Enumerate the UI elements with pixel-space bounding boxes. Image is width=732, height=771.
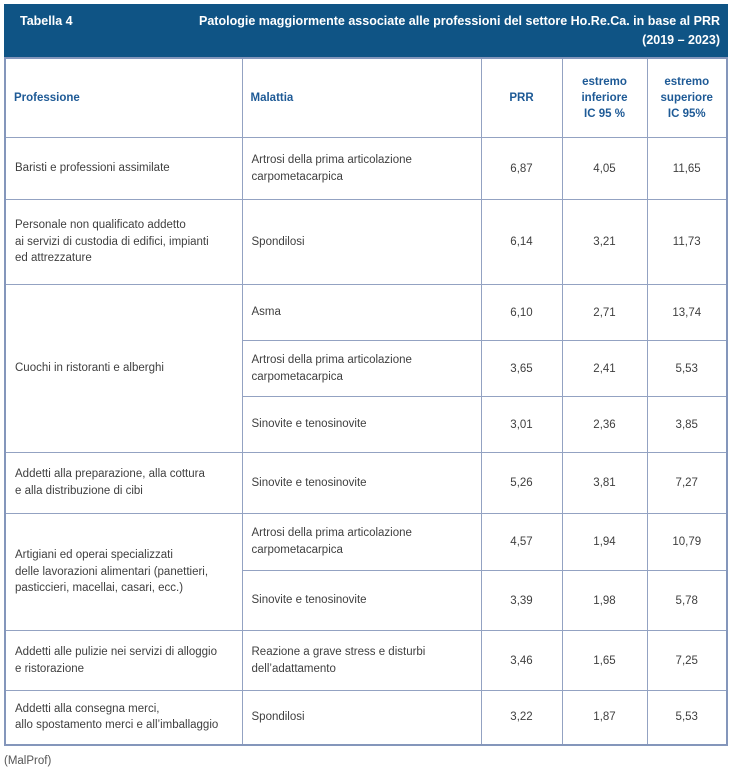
- table-row: Addetti alle pulizie nei servizi di allo…: [4, 630, 728, 691]
- ci-upper-cell: 11,65: [646, 137, 728, 200]
- disease-cell: Asma: [241, 284, 482, 341]
- prr-cell: 3,22: [480, 690, 563, 745]
- ci-lower-cell: 2,36: [561, 396, 648, 453]
- ci-upper-cell: 5,53: [646, 690, 728, 745]
- table-title: Patologie maggiormente associate alle pr…: [199, 14, 720, 47]
- prr-cell: 5,26: [480, 452, 563, 514]
- profession-cell: Artigiani ed operai specializzati delle …: [4, 513, 243, 631]
- table-row: Artrosi della prima articolazione carpom…: [5, 340, 728, 397]
- ci-lower-cell: 1,65: [561, 630, 648, 691]
- profession-cell: Baristi e professioni assimilate: [4, 137, 243, 200]
- prr-cell: 4,57: [480, 513, 563, 571]
- ci-lower-cell: 1,98: [561, 570, 648, 631]
- profession-cell: Cuochi in ristoranti e alberghi: [4, 284, 243, 453]
- table-row: Sinovite e tenosinovite 3,01 2,36 3,85: [5, 396, 728, 453]
- disease-cell: Spondilosi: [241, 199, 482, 285]
- disease-cell: Sinovite e tenosinovite: [241, 570, 482, 631]
- ci-upper-cell: 11,73: [646, 199, 728, 285]
- prr-cell: 3,65: [480, 340, 563, 397]
- ci-upper-cell: 3,85: [646, 396, 728, 453]
- table-title-bar: Tabella 4 Patologie maggiormente associa…: [4, 4, 728, 57]
- profession-cell: Personale non qualificato addetto ai ser…: [4, 199, 243, 285]
- table-row: Addetti alla preparazione, alla cottura …: [4, 452, 728, 514]
- ci-lower-cell: 2,71: [561, 284, 648, 341]
- disease-cell: Spondilosi: [241, 690, 482, 745]
- data-table: Professione Malattia PRR estremo inferio…: [4, 56, 728, 746]
- ci-lower-cell: 1,87: [561, 690, 648, 745]
- column-header-malattia: Malattia: [241, 57, 482, 138]
- disease-cell: Artrosi della prima articolazione carpom…: [241, 513, 482, 571]
- ci-upper-cell: 7,25: [646, 630, 728, 691]
- table-row: Personale non qualificato addetto ai ser…: [4, 199, 728, 285]
- prr-cell: 6,87: [480, 137, 563, 200]
- disease-cell: Sinovite e tenosinovite: [241, 452, 482, 514]
- ci-upper-cell: 13,74: [646, 284, 728, 341]
- table-row: Artigiani ed operai specializzati delle …: [4, 513, 728, 631]
- column-header-professione: Professione: [4, 57, 243, 138]
- profession-cell: Addetti alla consegna merci, allo sposta…: [4, 690, 243, 745]
- prr-cell: 3,39: [480, 570, 563, 631]
- ci-lower-cell: 1,94: [561, 513, 648, 571]
- ci-upper-cell: 10,79: [646, 513, 728, 571]
- prr-cell: 6,14: [480, 199, 563, 285]
- ci-lower-cell: 3,21: [561, 199, 648, 285]
- table-label: Tabella 4: [20, 14, 73, 28]
- column-header-ci-lower: estremo inferiore IC 95 %: [561, 57, 648, 138]
- disease-cell: Reazione a grave stress e disturbi dell’…: [241, 630, 482, 691]
- table-row: Sinovite e tenosinovite 3,39 1,98 5,78: [5, 570, 728, 631]
- prr-cell: 3,46: [480, 630, 563, 691]
- ci-upper-cell: 5,78: [646, 570, 728, 631]
- disease-cell: Sinovite e tenosinovite: [241, 396, 482, 453]
- prr-cell: 6,10: [480, 284, 563, 341]
- column-header-ci-upper: estremo superiore IC 95%: [646, 57, 728, 138]
- table-row: Baristi e professioni assimilate Artrosi…: [4, 137, 728, 200]
- disease-cell: Artrosi della prima articolazione carpom…: [241, 137, 482, 200]
- prr-cell: 3,01: [480, 396, 563, 453]
- ci-upper-cell: 5,53: [646, 340, 728, 397]
- header-row: Professione Malattia PRR estremo inferio…: [4, 57, 728, 138]
- ci-lower-cell: 4,05: [561, 137, 648, 200]
- table-row: Addetti alla consegna merci, allo sposta…: [4, 690, 728, 745]
- source-note: (MalProf): [4, 754, 52, 767]
- ci-lower-cell: 2,41: [561, 340, 648, 397]
- profession-cell: Addetti alle pulizie nei servizi di allo…: [4, 630, 243, 691]
- column-header-prr: PRR: [480, 57, 563, 138]
- table-row: Cuochi in ristoranti e alberghi Asma 6,1…: [4, 284, 728, 453]
- ci-lower-cell: 3,81: [561, 452, 648, 514]
- ci-upper-cell: 7,27: [646, 452, 728, 514]
- disease-cell: Artrosi della prima articolazione carpom…: [241, 340, 482, 397]
- profession-cell: Addetti alla preparazione, alla cottura …: [4, 452, 243, 514]
